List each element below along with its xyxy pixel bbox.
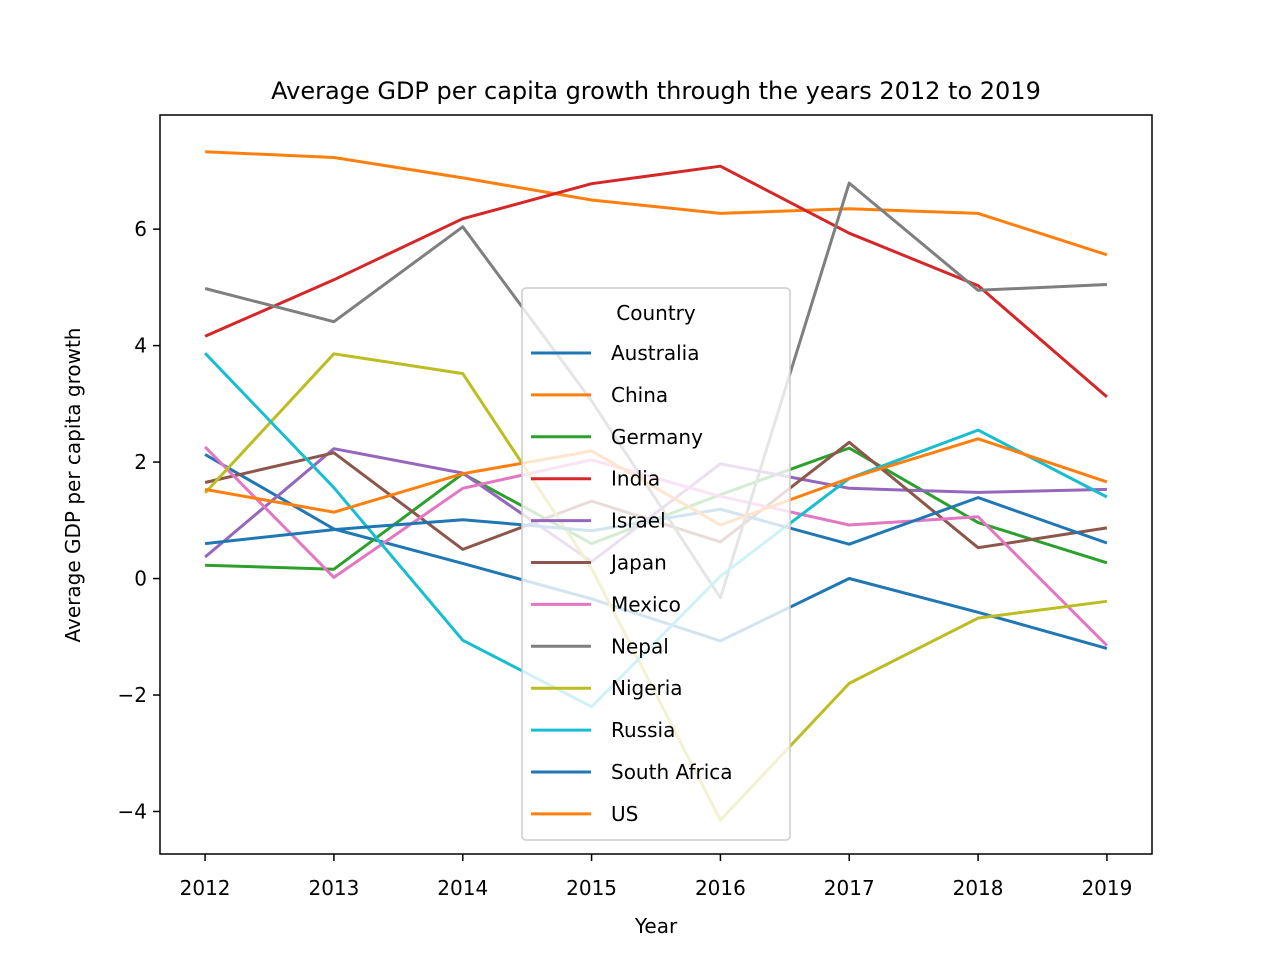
legend-label-germany: Germany [611,425,703,449]
legend-label-nepal: Nepal [611,634,669,658]
y-tick-label: −4 [118,799,147,823]
legend-items: Australia China Germany India Israel Japan Mex… [531,341,733,826]
legend-label-israel: Israel [611,509,666,533]
legend-label-russia: Russia [611,718,675,742]
legend-label-nigeria: Nigeria [611,676,683,700]
legend-label-mexico: Mexico [611,592,681,616]
series-line-india [204,164,1108,399]
y-tick-label: −2 [118,683,147,707]
plot-frame [159,114,1153,855]
series-line-china [205,150,1108,257]
x-axis: 2012 2013 2014 2015 2016 2017 2018 2019 [180,854,1132,900]
legend-label-japan: Japan [609,551,667,575]
x-tick-label: 2019 [1081,876,1132,900]
legend-label-australia: Australia [611,341,699,365]
y-axis-label: Average GDP per capita growth [61,328,85,643]
y-tick-label: 2 [134,450,147,474]
x-tick-label: 2014 [437,876,488,900]
y-tick-label: 6 [134,217,147,241]
y-tick-label: 0 [134,567,147,591]
legend: Country Australia China Germany India Israel… [521,287,791,841]
legend-label-south-africa: South Africa [611,760,733,784]
x-tick-label: 2012 [180,876,231,900]
chart-title: Average GDP per capita growth through th… [271,77,1041,105]
legend-label-us: US [611,802,638,826]
legend-label-india: India [611,467,660,491]
x-tick-label: 2018 [953,876,1004,900]
x-tick-label: 2017 [824,876,875,900]
x-tick-label: 2016 [695,876,746,900]
y-axis: −4 −2 0 2 4 6 [118,217,160,823]
legend-box [521,287,791,841]
x-tick-label: 2015 [566,876,617,900]
x-tick-label: 2013 [308,876,359,900]
y-tick-label: 4 [134,334,147,358]
x-axis-label: Year [634,914,678,938]
legend-label-china: China [611,383,668,407]
legend-title: Country [616,301,696,325]
